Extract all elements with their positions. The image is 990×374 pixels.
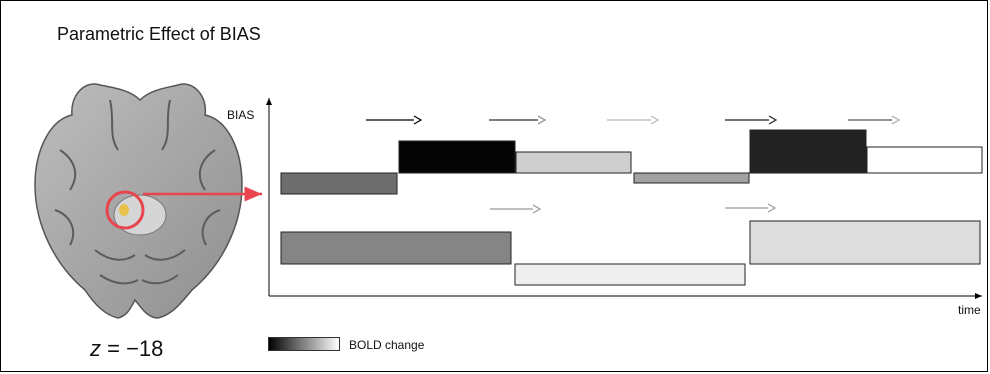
lower-trial-box-3 xyxy=(749,220,981,265)
transition-arrow xyxy=(607,115,660,125)
upper-trial-box-6 xyxy=(866,146,983,174)
lower-transition-arrows xyxy=(490,203,777,214)
activation-blob xyxy=(119,204,129,216)
transition-arrow xyxy=(725,115,778,125)
lower-trial-box-1 xyxy=(280,231,512,265)
figure-title: Parametric Effect of BIAS xyxy=(57,24,261,44)
upper-transition-arrows xyxy=(366,115,901,125)
y-axis-label: BIAS xyxy=(227,108,255,122)
slice-label-value: = −18 xyxy=(101,336,164,361)
transition-arrow xyxy=(366,115,423,125)
upper-trial-box-5 xyxy=(749,129,867,174)
upper-trial-box-4 xyxy=(633,172,750,184)
brain-folds xyxy=(54,99,221,285)
brain-slice xyxy=(34,83,243,319)
transition-arrow xyxy=(489,115,547,125)
transition-arrow xyxy=(848,115,901,125)
transition-arrow xyxy=(725,203,777,213)
transition-arrow xyxy=(490,204,542,214)
brainstem xyxy=(113,194,167,236)
legend-label: BOLD change xyxy=(349,338,425,352)
x-axis-label: time xyxy=(958,303,981,317)
upper-trial-row xyxy=(280,129,983,195)
slice-label: z = −18 xyxy=(90,336,163,362)
roi-circle xyxy=(105,190,145,230)
upper-trial-box-1 xyxy=(280,172,398,195)
upper-trial-box-3 xyxy=(515,151,632,174)
lower-trial-box-2 xyxy=(514,263,746,286)
upper-trial-box-2 xyxy=(398,140,516,174)
legend-colorbar xyxy=(268,337,340,351)
slice-label-var: z xyxy=(90,336,101,361)
lower-trial-row xyxy=(280,220,981,286)
